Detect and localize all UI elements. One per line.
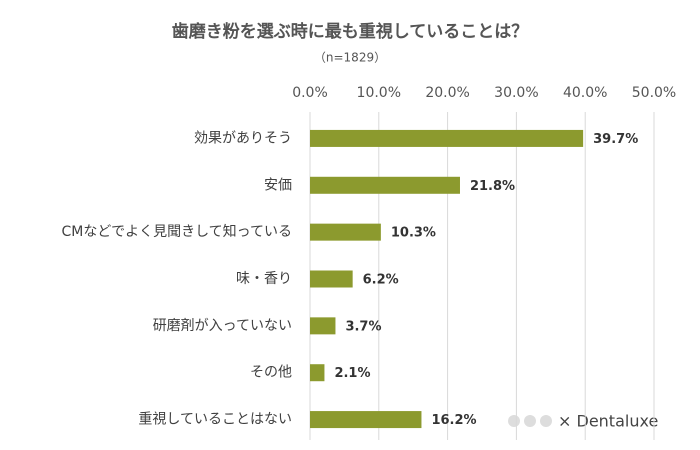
category-label: 研磨剤が入っていない [153, 318, 292, 334]
x-tick-label: 0.0% [292, 85, 328, 101]
category-label: 安価 [264, 177, 292, 193]
category-label: CMなどでよく見聞きして知っている [62, 223, 292, 240]
bar [310, 317, 336, 335]
bar [310, 411, 422, 429]
category-label: 味・香り [236, 271, 292, 287]
value-label: 39.7% [593, 132, 638, 147]
value-label: 21.8% [470, 179, 515, 194]
x-tick-label: 50.0% [632, 85, 676, 101]
category-label: その他 [250, 365, 292, 381]
category-label: 重視していることはない [138, 412, 292, 428]
bar [310, 176, 460, 194]
category-label: 効果がありそう [194, 130, 292, 146]
x-tick-label: 30.0% [494, 85, 538, 101]
brand-logo [508, 415, 552, 427]
bar [310, 223, 381, 241]
value-label: 6.2% [363, 273, 399, 288]
x-tick-label: 10.0% [357, 85, 401, 101]
brand: × Dentaluxe [558, 412, 658, 431]
value-label: 3.7% [345, 319, 381, 334]
x-tick-label: 40.0% [563, 85, 607, 101]
bar [310, 270, 353, 288]
bar [310, 129, 584, 147]
value-label: 2.1% [334, 366, 370, 381]
chart-subtitle: （n=1829） [314, 51, 386, 65]
x-tick-label: 20.0% [425, 85, 469, 101]
chart-title: 歯磨き粉を選ぶ時に最も重視していることは？ [172, 21, 529, 42]
bar [310, 364, 325, 382]
value-label: 16.2% [431, 413, 476, 428]
value-label: 10.3% [391, 226, 436, 241]
